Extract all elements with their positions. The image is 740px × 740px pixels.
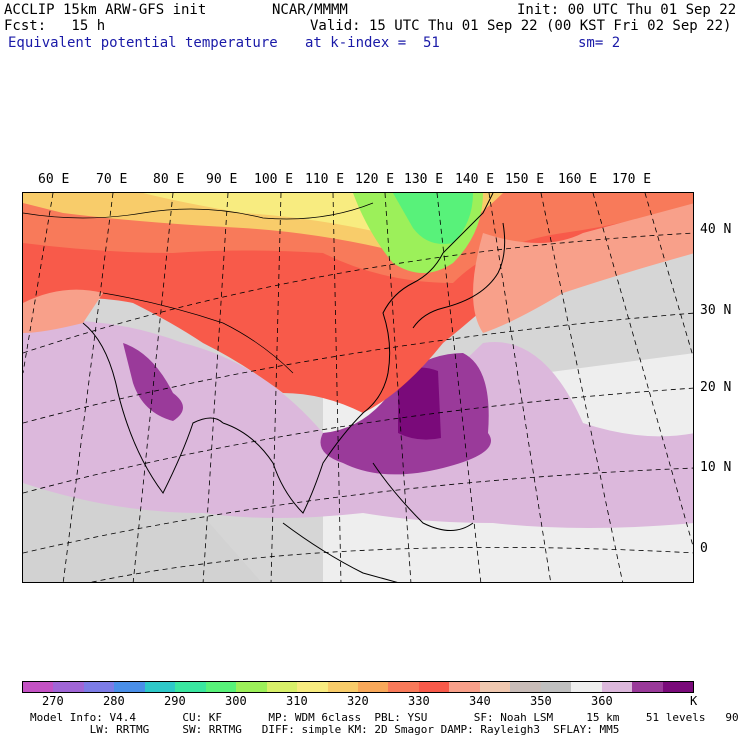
model-info-line2: LW: RRTMG SW: RRTMG DIFF: simple KM: 2D … (30, 723, 620, 736)
lat-label: 30 N (700, 303, 732, 318)
colorbar-swatch (144, 682, 176, 692)
field-region-salmon-west (23, 289, 103, 333)
longitude-line (384, 193, 412, 582)
colorbar-swatch (571, 682, 602, 692)
colorbar-swatch (266, 682, 298, 692)
coastline-india (82, 322, 224, 494)
colorbar-swatch (540, 682, 572, 692)
colorbar-swatch (388, 682, 419, 692)
lon-label: 130 E (404, 172, 444, 187)
coastlines (23, 193, 506, 582)
colorbar-swatch (601, 682, 633, 692)
colorbar-swatch (662, 682, 693, 692)
lon-label: 150 E (505, 172, 545, 187)
colorbar (22, 681, 694, 693)
colorbar-unit: K (690, 694, 698, 708)
border-line (102, 292, 294, 374)
lon-label: 160 E (558, 172, 598, 187)
lon-label: 100 E (254, 172, 294, 187)
longitude-line (62, 193, 114, 582)
colorbar-label: 330 (408, 694, 430, 708)
map-panel (22, 192, 694, 583)
valid-time: Valid: 15 UTC Thu 01 Sep 22 (00 KST Fri … (310, 18, 732, 34)
colorbar-swatch (236, 682, 267, 692)
longitude-line (202, 193, 229, 582)
colorbar-label: 300 (225, 694, 247, 708)
colorbar-swatch (114, 682, 145, 692)
colorbar-swatch (297, 682, 328, 692)
lat-label: 40 N (700, 222, 732, 237)
lon-label: 140 E (455, 172, 495, 187)
border-line (23, 202, 374, 220)
init-time: Init: 00 UTC Thu 01 Sep 22 (517, 2, 737, 18)
level-info: at k-index = 51 (305, 35, 440, 51)
colorbar-label: 340 (469, 694, 491, 708)
longitude-line (270, 193, 282, 582)
latitude-line (23, 232, 693, 354)
longitude-line (332, 193, 342, 582)
colorbar-swatch (449, 682, 480, 692)
longitude-line (132, 193, 174, 582)
model-info-line1: Model Info: V4.4 CU: KF MP: WDM 6class P… (30, 711, 740, 724)
colorbar-swatch (175, 682, 206, 692)
lon-label: 170 E (612, 172, 652, 187)
field-region-green (393, 193, 473, 244)
colorbar-swatch (205, 682, 237, 692)
colorbar-swatch (479, 682, 511, 692)
plot-title: ACCLIP 15km ARW-GFS init (4, 2, 207, 18)
colorbar-label: 270 (42, 694, 64, 708)
coastline-japan (412, 222, 506, 329)
longitude-line (644, 193, 693, 358)
colorbar-label: 360 (591, 694, 613, 708)
coastline-korea (412, 193, 494, 284)
lon-label: 110 E (305, 172, 345, 187)
lon-label: 120 E (355, 172, 395, 187)
graticule (23, 193, 693, 582)
coastline-se-asia (222, 282, 414, 514)
field-region-light-purple (23, 320, 693, 528)
coastline-philippines (372, 462, 474, 531)
colorbar-label: 310 (286, 694, 308, 708)
colorbar-swatch (418, 682, 450, 692)
field-region-salmon (473, 203, 693, 333)
lat-label: 10 N (700, 460, 732, 475)
colorbar-label: 350 (530, 694, 552, 708)
lon-label: 70 E (96, 172, 128, 187)
colorbar-swatch (23, 682, 54, 692)
theta-e-field (23, 193, 693, 582)
forecast-hour: Fcst: 15 h (4, 18, 106, 34)
lat-label: 20 N (700, 380, 732, 395)
lon-label: 90 E (206, 172, 238, 187)
colorbar-label: 280 (103, 694, 125, 708)
longitude-line (23, 193, 54, 374)
colorbar-swatch (357, 682, 389, 692)
field-name: Equivalent potential temperature (8, 35, 278, 51)
colorbar-swatch (510, 682, 541, 692)
longitude-line (488, 193, 552, 582)
colorbar-swatch (632, 682, 663, 692)
lat-label: 0 (700, 541, 708, 556)
coastline-borneo (282, 522, 398, 582)
colorbar-label: 320 (347, 694, 369, 708)
colorbar-label: 290 (164, 694, 186, 708)
field-region-purple-india (123, 343, 183, 421)
latitude-line (23, 387, 693, 494)
latitude-line (23, 312, 693, 424)
longitude-line (540, 193, 623, 582)
smoothing-info: sm= 2 (578, 35, 621, 51)
lon-label: 80 E (153, 172, 185, 187)
organization-label: NCAR/MMMM (272, 2, 348, 18)
longitude-line (436, 193, 482, 582)
field-region-grey (23, 483, 262, 582)
colorbar-swatch (327, 682, 358, 692)
colorbar-swatch (83, 682, 115, 692)
colorbar-swatch (53, 682, 84, 692)
lon-label: 60 E (38, 172, 70, 187)
field-region-deep-purple (398, 367, 441, 440)
